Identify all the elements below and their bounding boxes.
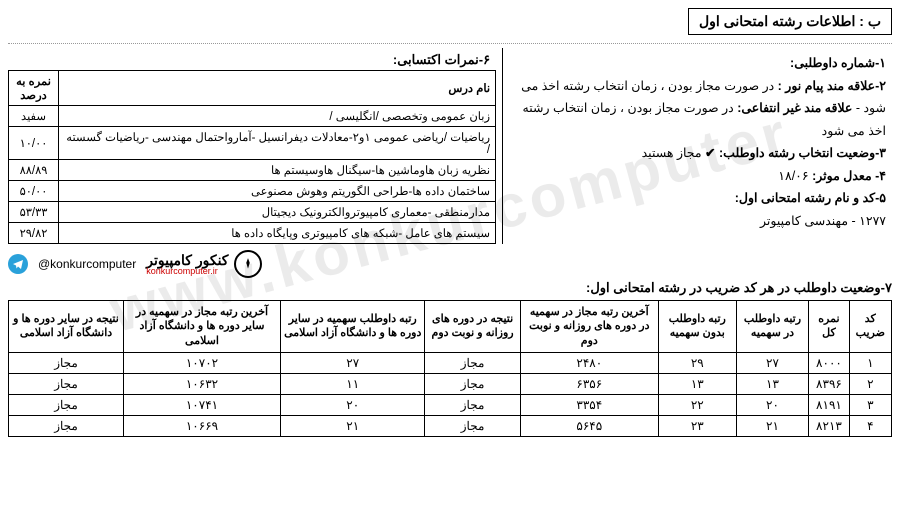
table-row: نظریه زبان هاوماشین ها-سیگنال هاوسیستم ه… (9, 160, 496, 181)
col-header: رتبه داوطلب در سهمیه (736, 301, 809, 353)
check-icon: ✔ (705, 146, 715, 160)
cell: ۳۳۵۴ (520, 394, 658, 415)
cell: ۲۲ (658, 394, 736, 415)
table-row: ۲۸۳۹۶۱۳۱۳۶۳۵۶مجاز۱۱۱۰۶۳۲مجاز (9, 373, 892, 394)
cell-course: زبان عمومی وتخصصی /انگلیسی / (59, 106, 496, 127)
cell: ۲۷ (736, 352, 809, 373)
cell-course: نظریه زبان هاوماشین ها-سیگنال هاوسیستم ه… (59, 160, 496, 181)
col-header: رتبه داوطلب بدون سهمیه (658, 301, 736, 353)
label-selection-status: ۳-وضعیت انتخاب رشته داوطلب: (719, 146, 886, 160)
col-header: آخرین رتبه مجاز در سهمیه در دوره های روز… (520, 301, 658, 353)
status-table: کد ضریبنمره کلرتبه داوطلب در سهمیهرتبه د… (8, 300, 892, 437)
brand-en: konkurcomputer.ir (146, 267, 228, 276)
table-row: زبان عمومی وتخصصی /انگلیسی /سفید (9, 106, 496, 127)
brand-logo: کنکور کامپیوتر konkurcomputer.ir (146, 250, 262, 278)
cell: ۲۰ (736, 394, 809, 415)
label-major-code: ۵-کد و نام رشته امتحانی اول: (735, 191, 886, 205)
value-major-code: ۱۲۷۷ - مهندسی کامپیوتر (503, 210, 886, 233)
cell-course: ریاضیات /ریاضی عمومی ۱و۲-معادلات دیفرانس… (59, 127, 496, 160)
info-panel: ۱-شماره داوطلبی: ۲-علاقه مند پیام نور : … (503, 48, 892, 244)
cell: ۸۳۹۶ (809, 373, 849, 394)
table-row: ۱۸۰۰۰۲۷۲۹۲۴۸۰مجاز۲۷۱۰۷۰۲مجاز (9, 352, 892, 373)
divider (8, 43, 892, 44)
cell: مجاز (9, 394, 124, 415)
cell: ۱۳ (736, 373, 809, 394)
label-gpa: ۴- معدل موثر: (812, 169, 886, 183)
cell: ۳ (849, 394, 891, 415)
cell: ۱۱ (280, 373, 425, 394)
col-score: نمره به درصد (9, 71, 59, 106)
scores-title: ۶-نمرات اکتسابی: (8, 52, 490, 68)
col-header: نمره کل (809, 301, 849, 353)
label-applicant-no: ۱-شماره داوطلبی: (790, 56, 886, 70)
pen-icon (234, 250, 262, 278)
scores-panel: ۶-نمرات اکتسابی: نام درس نمره به درصد زب… (8, 48, 503, 244)
brand-row: @konkurcomputer کنکور کامپیوتر konkurcom… (8, 250, 892, 278)
cell: ۱ (849, 352, 891, 373)
cell: مجاز (425, 352, 520, 373)
table-row: سیستم های عامل -شبکه های کامپیوتری وپایگ… (9, 223, 496, 244)
col-header: نتیجه در سایر دوره ها و دانشگاه آزاد اسل… (9, 301, 124, 353)
telegram-handle: @konkurcomputer (38, 257, 136, 271)
top-row: ۱-شماره داوطلبی: ۲-علاقه مند پیام نور : … (8, 48, 892, 244)
cell: ۲۹ (658, 352, 736, 373)
cell: ۸۰۰۰ (809, 352, 849, 373)
section-title: ب : اطلاعات رشته امتحانی اول (688, 8, 892, 35)
cell: ۱۰۷۴۱ (124, 394, 281, 415)
telegram-icon (8, 254, 28, 274)
label-payam-noor: ۲-علاقه مند پیام نور : (778, 79, 886, 93)
cell-score: ۸۸/۸۹ (9, 160, 59, 181)
cell: ۲۰ (280, 394, 425, 415)
col-header: نتیجه در دوره های روزانه و نوبت دوم (425, 301, 520, 353)
table-row: ۳۸۱۹۱۲۰۲۲۳۳۵۴مجاز۲۰۱۰۷۴۱مجاز (9, 394, 892, 415)
table-row: مدارمنطقی -معماری کامپیوتروالکترونیک دیج… (9, 202, 496, 223)
cell: ۱۰۶۳۲ (124, 373, 281, 394)
cell-score: ۵۳/۳۳ (9, 202, 59, 223)
cell: ۴ (849, 415, 891, 436)
brand-fa: کنکور کامپیوتر (146, 253, 228, 267)
cell: مجاز (9, 415, 124, 436)
table-row: ریاضیات /ریاضی عمومی ۱و۲-معادلات دیفرانس… (9, 127, 496, 160)
cell: مجاز (425, 415, 520, 436)
table-row: ۴۸۲۱۳۲۱۲۳۵۶۴۵مجاز۲۱۱۰۶۶۹مجاز (9, 415, 892, 436)
cell-score: سفید (9, 106, 59, 127)
cell: ۲۱ (280, 415, 425, 436)
cell-score: ۱۰/۰۰ (9, 127, 59, 160)
cell-score: ۲۹/۸۲ (9, 223, 59, 244)
cell: مجاز (9, 352, 124, 373)
cell: مجاز (425, 394, 520, 415)
table-row: ساختمان داده ها-طراحی الگوریتم وهوش مصنو… (9, 181, 496, 202)
cell: ۸۱۹۱ (809, 394, 849, 415)
cell: مجاز (425, 373, 520, 394)
cell: ۲۴۸۰ (520, 352, 658, 373)
cell: ۲۳ (658, 415, 736, 436)
col-course: نام درس (59, 71, 496, 106)
cell: ۸۲۱۳ (809, 415, 849, 436)
cell: ۲۱ (736, 415, 809, 436)
cell: ۱۰۶۶۹ (124, 415, 281, 436)
cell-course: مدارمنطقی -معماری کامپیوتروالکترونیک دیج… (59, 202, 496, 223)
cell: مجاز (9, 373, 124, 394)
value-gpa: ۱۸/۰۶ (778, 169, 808, 183)
col-header: رتبه داوطلب سهمیه در سایر دوره ها و دانش… (280, 301, 425, 353)
label-non-profit: علاقه مند غیر انتفاعی: (737, 101, 852, 115)
col-header: کد ضریب (849, 301, 891, 353)
cell: ۱۰۷۰۲ (124, 352, 281, 373)
cell: ۵۶۴۵ (520, 415, 658, 436)
col-header: آخرین رتبه مجاز در سهمیه در سایر دوره ها… (124, 301, 281, 353)
scores-table: نام درس نمره به درصد زبان عمومی وتخصصی /… (8, 70, 496, 244)
cell-course: ساختمان داده ها-طراحی الگوریتم وهوش مصنو… (59, 181, 496, 202)
cell: ۶۳۵۶ (520, 373, 658, 394)
cell: ۲۷ (280, 352, 425, 373)
cell: ۲ (849, 373, 891, 394)
cell: ۱۳ (658, 373, 736, 394)
value-selection-status: مجاز هستید (642, 146, 702, 160)
cell-course: سیستم های عامل -شبکه های کامپیوتری وپایگ… (59, 223, 496, 244)
cell-score: ۵۰/۰۰ (9, 181, 59, 202)
status-title: ۷-وضعیت داوطلب در هر کد ضریب در رشته امت… (8, 280, 892, 296)
